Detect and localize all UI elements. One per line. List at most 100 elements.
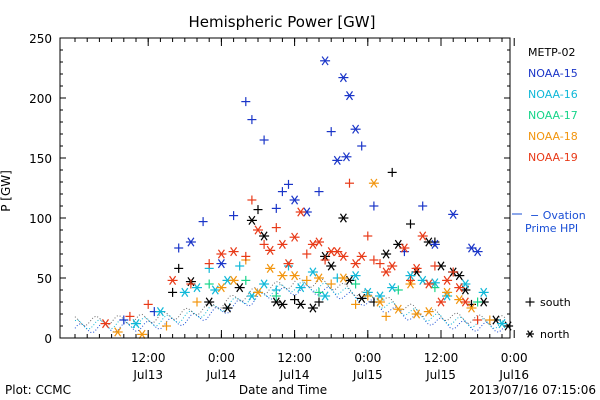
axis-tick-marks (60, 37, 515, 339)
data-point (320, 56, 331, 66)
data-point (381, 249, 392, 259)
data-point (406, 219, 415, 229)
data-point (155, 307, 166, 317)
data-point (314, 237, 324, 247)
y-axis-label: P [GW] (0, 170, 13, 212)
data-point (229, 211, 239, 221)
data-markers (100, 56, 514, 339)
data-point (314, 187, 324, 197)
data-point (143, 299, 153, 309)
legend-entry: NOAA-17 (528, 109, 578, 122)
x-tick-time: 0:00 (208, 351, 235, 365)
data-point (119, 315, 129, 325)
y-tick-label: 100 (29, 212, 52, 226)
x-tick-labels: 12:00 Jul13 0:00 Jul14 12:00 Jul14 0:00 Jul15 12… (131, 351, 529, 382)
data-point (265, 245, 276, 255)
data-point (186, 279, 196, 289)
data-point (168, 287, 178, 297)
data-point (326, 279, 336, 289)
data-point (137, 329, 148, 339)
data-point (174, 263, 184, 273)
data-point (442, 287, 453, 297)
data-point (271, 291, 281, 301)
y-tick-label: 150 (29, 152, 52, 166)
data-point (253, 225, 263, 235)
data-point (381, 267, 392, 277)
data-point (356, 251, 367, 261)
data-point (345, 178, 354, 188)
data-point (363, 231, 373, 241)
data-point (497, 319, 507, 329)
ovation-legend-line2: Prime HPI (525, 222, 578, 235)
data-point (442, 275, 453, 285)
data-point (290, 295, 300, 305)
data-point (351, 299, 361, 309)
data-point (405, 271, 416, 281)
legend: METP-02 NOAA-15 NOAA-16 NOAA-17 NOAA-18 NOAA-… (528, 46, 578, 164)
data-point (289, 232, 300, 242)
data-point (246, 215, 257, 225)
x-tick-time: 0:00 (354, 351, 381, 365)
data-point (430, 261, 440, 271)
data-point (406, 275, 415, 285)
y-tick-label: 50 (37, 272, 52, 286)
data-point (277, 271, 288, 281)
data-point (350, 124, 361, 134)
data-point (314, 287, 324, 297)
data-point (302, 249, 312, 259)
data-point (100, 319, 111, 329)
data-point (357, 141, 367, 151)
data-point (234, 283, 245, 293)
legend-entry: NOAA-19 (528, 151, 578, 164)
data-point (326, 261, 337, 271)
data-point (423, 279, 434, 289)
data-point (332, 155, 343, 165)
footer-plot-credit: Plot: CCMC (5, 383, 71, 397)
data-point (131, 319, 141, 329)
data-point (387, 261, 398, 271)
data-point (277, 187, 287, 197)
data-point (284, 179, 293, 189)
data-point (259, 231, 270, 241)
data-point (228, 247, 239, 257)
data-point (454, 283, 465, 293)
y-tick-labels: 0 50 100 150 200 250 (29, 32, 52, 346)
data-point (332, 247, 343, 257)
data-point (478, 287, 489, 297)
marker-legend-label: south (540, 296, 571, 309)
data-point (473, 315, 483, 325)
plot-frame (59, 37, 511, 339)
data-point (338, 273, 349, 283)
data-point (338, 213, 349, 223)
data-point (423, 307, 434, 317)
x-tick-date: Jul13 (132, 368, 163, 382)
data-point (448, 209, 459, 219)
data-point (442, 291, 453, 301)
data-point (417, 231, 428, 241)
marker-legend: south north (525, 296, 571, 341)
data-point (399, 243, 410, 253)
data-point (341, 152, 352, 162)
data-point (259, 239, 269, 249)
data-point (351, 279, 361, 289)
legend-entry: NOAA-18 (528, 130, 578, 143)
data-point (350, 259, 361, 269)
data-point (307, 303, 318, 313)
data-point (265, 263, 276, 273)
data-point (241, 97, 251, 107)
legend-entry: NOAA-16 (528, 88, 578, 101)
marker-legend-symbol (525, 297, 535, 307)
ovation-prime-hpi-lines (74, 278, 506, 334)
data-point (393, 285, 403, 295)
footer-timestamp: 2013/07/16 07:15:06 (469, 383, 596, 397)
data-point (369, 201, 379, 211)
ovation-line (74, 281, 506, 330)
data-point (192, 283, 202, 293)
data-point (174, 243, 184, 253)
data-point (418, 201, 428, 211)
data-point (204, 279, 214, 289)
ovation-legend-line1: − Ovation (530, 209, 586, 222)
ovation-line (74, 284, 506, 334)
data-point (271, 203, 281, 213)
